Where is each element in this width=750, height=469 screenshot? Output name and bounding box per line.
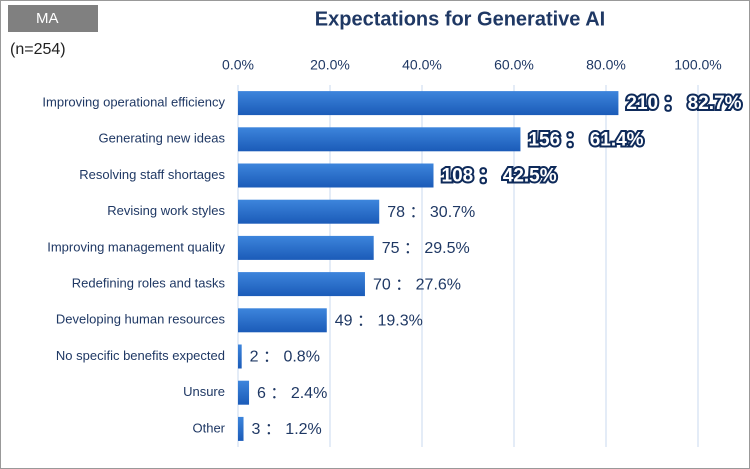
x-tick-label: 100.0% xyxy=(674,57,721,73)
value-label: 3 ： 1.2% xyxy=(252,421,322,438)
y-tick-label: Developing human resources xyxy=(56,312,226,327)
y-tick-label: No specific benefits expected xyxy=(56,348,225,363)
x-tick-label: 80.0% xyxy=(586,57,626,73)
bar xyxy=(238,199,380,224)
value-label: 75 ： 29.5% xyxy=(382,240,470,257)
y-tick-label: Improving operational efficiency xyxy=(42,95,225,110)
bar xyxy=(238,235,374,260)
value-label: 49 ： 19.3% xyxy=(335,313,423,330)
x-tick-label: 40.0% xyxy=(402,57,442,73)
value-label: 156 ： 61.4% xyxy=(528,129,643,150)
value-label: 210 ： 82.7% xyxy=(626,93,741,114)
badge: MA xyxy=(36,10,59,27)
sample-note: (n=254) xyxy=(10,41,66,58)
y-tick-label: Resolving staff shortages xyxy=(79,167,225,182)
bar xyxy=(238,344,242,369)
chart-title: Expectations for Generative AI xyxy=(315,8,605,30)
value-label: 70 ： 27.6% xyxy=(373,276,461,293)
bar xyxy=(238,91,619,116)
x-tick-label: 0.0% xyxy=(222,57,254,73)
value-label: 108 ： 42.5% xyxy=(442,166,557,187)
bar xyxy=(238,272,365,297)
bar xyxy=(238,308,327,333)
x-tick-label: 60.0% xyxy=(494,57,534,73)
y-tick-label: Revising work styles xyxy=(107,203,225,218)
bar xyxy=(238,416,244,441)
y-tick-label: Improving management quality xyxy=(47,239,225,254)
badge-box xyxy=(8,5,98,32)
bar xyxy=(238,127,521,152)
y-tick-label: Unsure xyxy=(183,384,225,399)
value-label: 6 ： 2.4% xyxy=(257,385,327,402)
y-tick-label: Redefining roles and tasks xyxy=(72,276,226,291)
value-label: 78 ： 30.7% xyxy=(387,204,475,221)
value-label: 2 ： 0.8% xyxy=(250,349,320,366)
bar xyxy=(238,380,250,405)
x-tick-label: 20.0% xyxy=(310,57,350,73)
y-tick-label: Other xyxy=(192,420,225,435)
y-tick-label: Generating new ideas xyxy=(99,131,226,146)
bar xyxy=(238,163,434,188)
